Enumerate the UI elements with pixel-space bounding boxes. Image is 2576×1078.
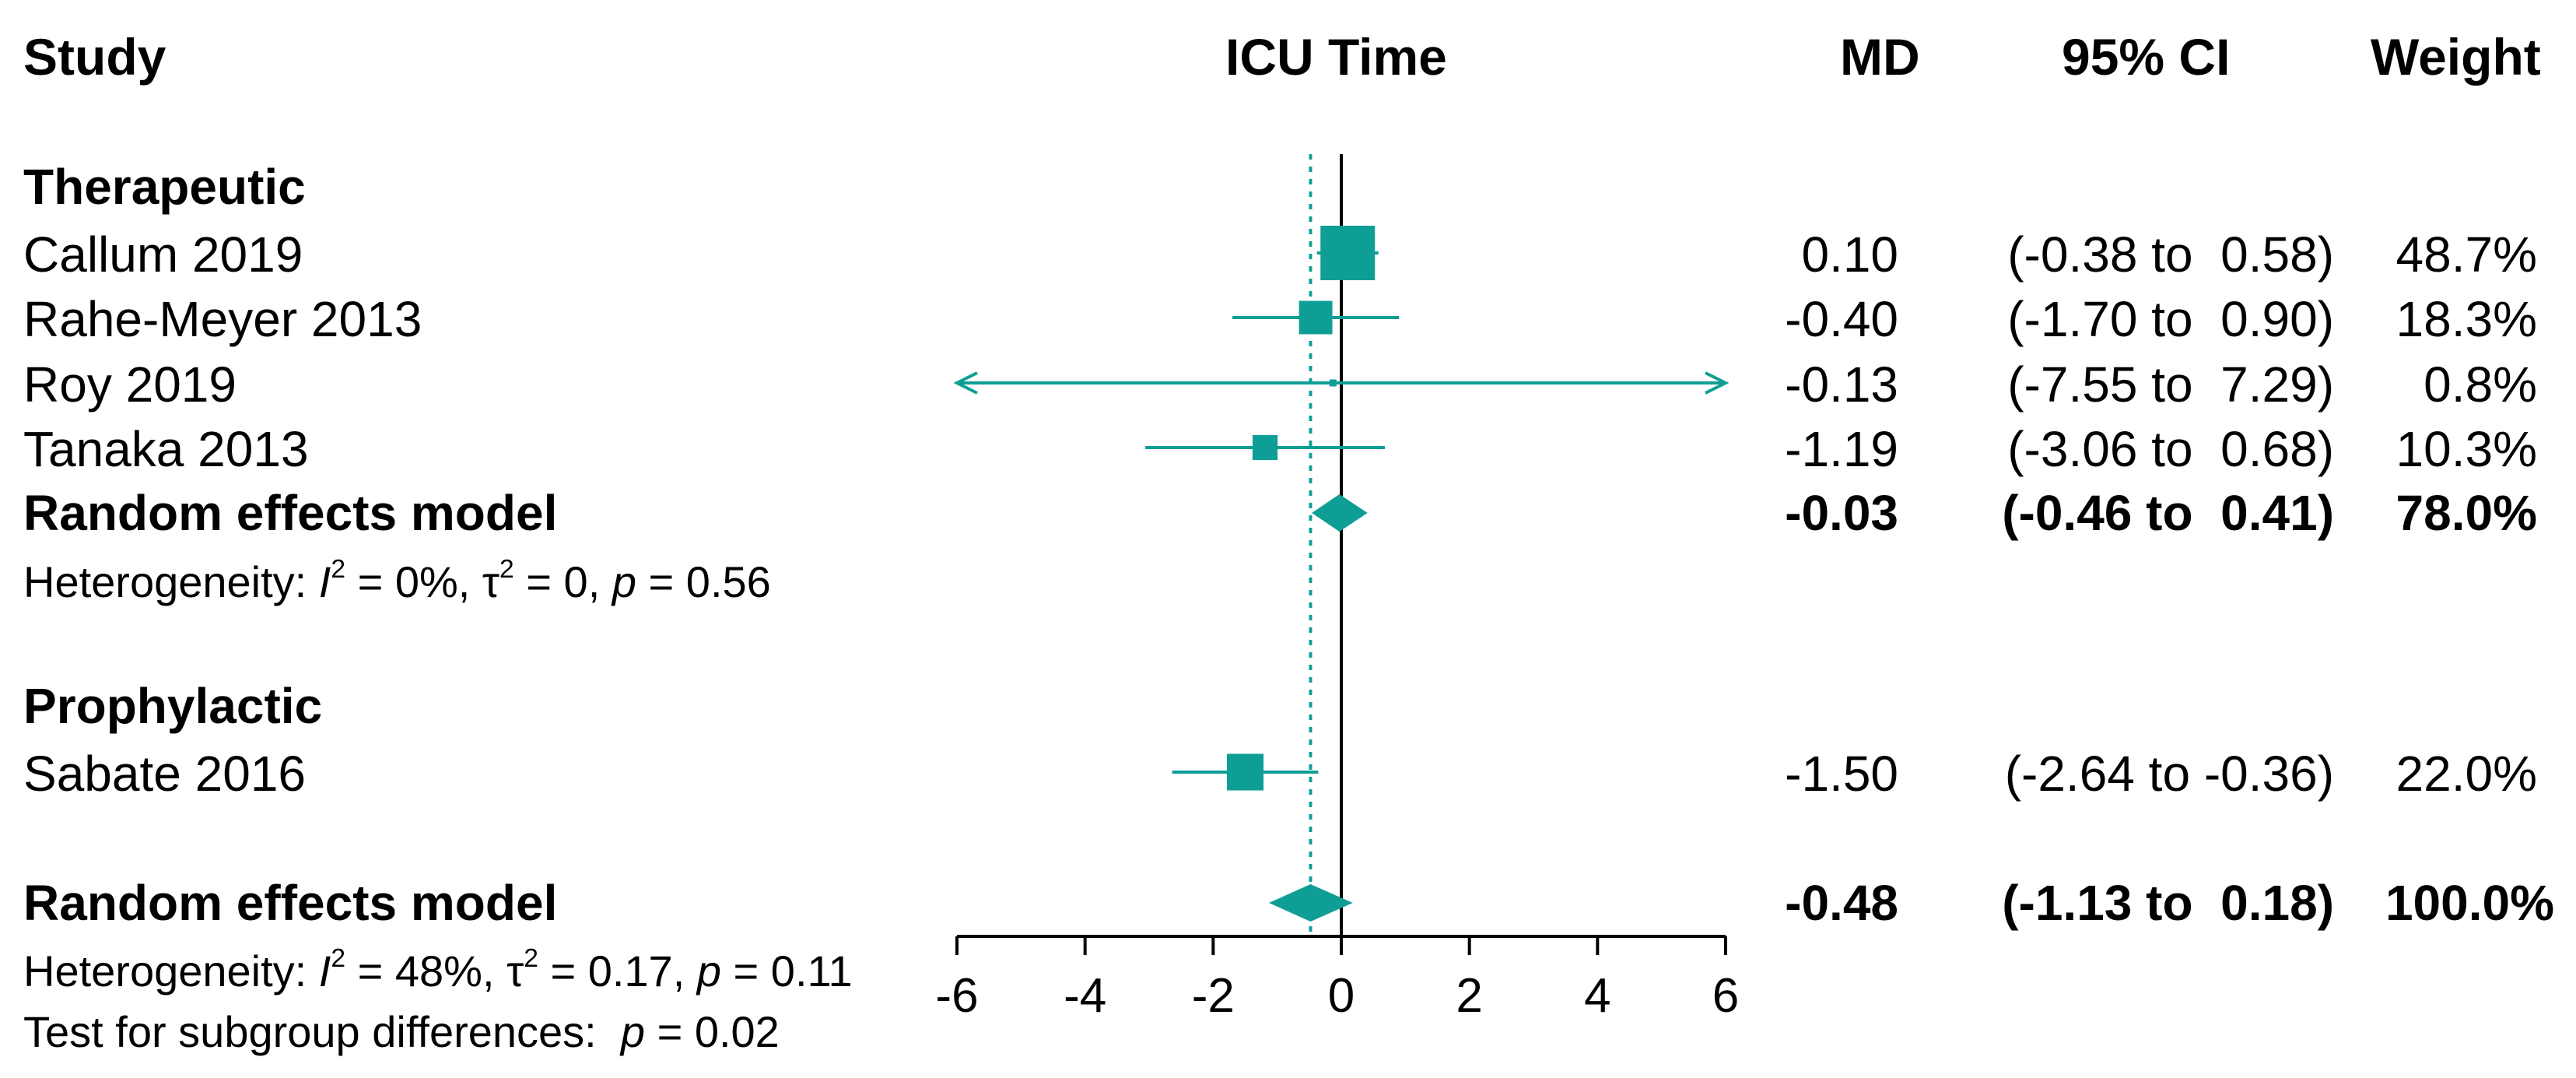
x-tick-label: 2 bbox=[1456, 969, 1482, 1023]
study-weight: 48.7% bbox=[2396, 226, 2537, 283]
study-ci: (-1.70 to 0.90) bbox=[2007, 291, 2334, 347]
study-square bbox=[1299, 300, 1333, 335]
subgroup-model-weight: 78.0% bbox=[2396, 485, 2537, 541]
header-plot-title: ICU Time bbox=[1225, 28, 1447, 86]
ci-arrow-right bbox=[1705, 371, 1730, 395]
study-md: -0.13 bbox=[1785, 356, 1898, 413]
study-ci: (-2.64 to -0.36) bbox=[2004, 746, 2334, 802]
study-md: -1.19 bbox=[1785, 421, 1898, 477]
study-ci: (-7.55 to 7.29) bbox=[2007, 356, 2334, 413]
subgroup-model-ci: (-0.46 to 0.41) bbox=[2002, 485, 2334, 541]
study-square bbox=[1252, 434, 1278, 461]
study-weight: 18.3% bbox=[2396, 291, 2537, 347]
study-label: Rahe-Meyer 2013 bbox=[23, 291, 422, 347]
header-weight: Weight bbox=[2371, 28, 2541, 86]
summary-diamond bbox=[1268, 884, 1353, 922]
study-md: -1.50 bbox=[1785, 746, 1898, 802]
x-tick-label: -2 bbox=[1192, 969, 1235, 1023]
study-weight: 0.8% bbox=[2424, 356, 2537, 413]
overall-model-md: -0.48 bbox=[1785, 875, 1898, 931]
x-tick-label: 4 bbox=[1584, 969, 1610, 1023]
study-weight: 22.0% bbox=[2396, 746, 2537, 802]
x-tick-label: -6 bbox=[935, 969, 978, 1023]
group-label-therapeutic: Therapeutic bbox=[23, 159, 306, 215]
study-md: -0.40 bbox=[1785, 291, 1898, 347]
study-label: Sabate 2016 bbox=[23, 746, 306, 802]
header-study: Study bbox=[23, 28, 166, 86]
header-ci: 95% CI bbox=[2062, 28, 2231, 86]
study-md: 0.10 bbox=[1801, 226, 1898, 283]
study-square bbox=[1329, 379, 1337, 387]
study-ci: (-3.06 to 0.68) bbox=[2007, 421, 2334, 477]
study-label: Tanaka 2013 bbox=[23, 421, 309, 477]
summary-diamond bbox=[1312, 494, 1368, 532]
study-ci: (-0.38 to 0.58) bbox=[2007, 226, 2334, 283]
header-md: MD bbox=[1840, 28, 1920, 86]
study-weight: 10.3% bbox=[2396, 421, 2537, 477]
heterogeneity-overall: Heterogeneity: I2 = 48%, τ2 = 0.17, p = … bbox=[23, 943, 853, 995]
ci-arrow-left bbox=[953, 371, 978, 395]
x-tick-label: 0 bbox=[1328, 969, 1355, 1023]
x-tick-label: 6 bbox=[1712, 969, 1739, 1023]
overall-model-ci: (-1.13 to 0.18) bbox=[2002, 875, 2334, 931]
study-label: Callum 2019 bbox=[23, 226, 303, 283]
heterogeneity-therapeutic: Heterogeneity: I2 = 0%, τ2 = 0, p = 0.56 bbox=[23, 554, 771, 606]
subgroup-model-label: Random effects model bbox=[23, 485, 558, 541]
study-square bbox=[1320, 226, 1376, 280]
subgroup-model-md: -0.03 bbox=[1785, 485, 1898, 541]
study-label: Roy 2019 bbox=[23, 356, 237, 413]
overall-model-weight: 100.0% bbox=[2385, 875, 2554, 931]
subgroup-difference-test: Test for subgroup differences: p = 0.02 bbox=[23, 1007, 780, 1056]
study-square bbox=[1226, 753, 1264, 791]
overall-model-label: Random effects model bbox=[23, 875, 558, 931]
x-tick-label: -4 bbox=[1064, 969, 1106, 1023]
group-label-prophylactic: Prophylactic bbox=[23, 678, 323, 734]
